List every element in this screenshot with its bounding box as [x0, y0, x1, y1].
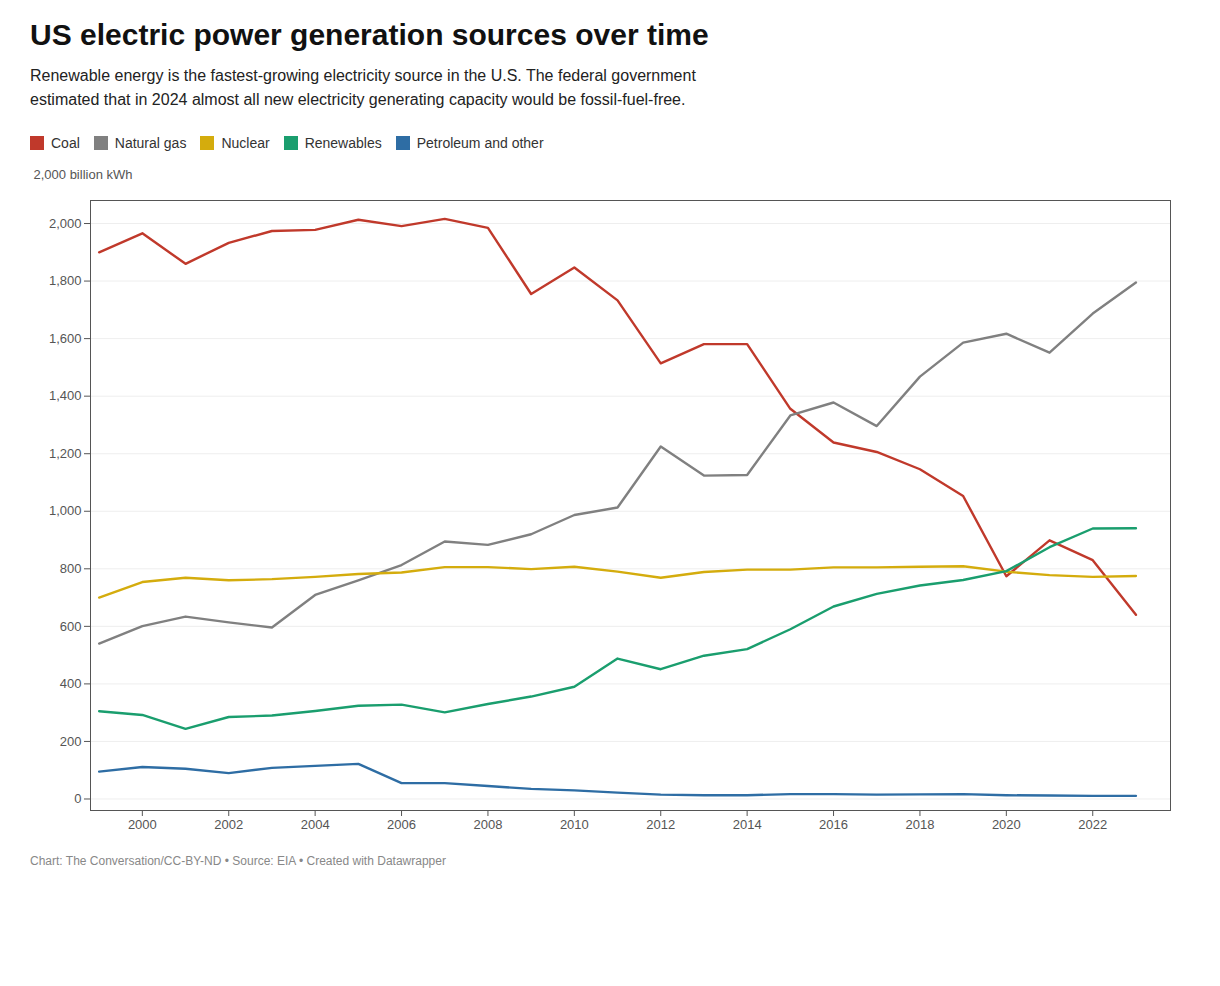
svg-text:200: 200 [60, 734, 82, 749]
html-text:Natural gas: Natural gas [114, 134, 187, 151]
svg-text:1,400: 1,400 [49, 388, 82, 403]
svg-text:600: 600 [60, 619, 82, 634]
svg-text:0: 0 [74, 791, 81, 806]
html-text:Petroleum and other: Petroleum and other [416, 134, 544, 151]
svg-text:2002: 2002 [214, 817, 243, 832]
svg-text:1,200: 1,200 [49, 446, 82, 461]
svg-text:1,600: 1,600 [49, 331, 82, 346]
svg-text:2008: 2008 [473, 817, 502, 832]
svg-text:400: 400 [60, 676, 82, 691]
svg-text:2,000 billion kWh: 2,000 billion kWh [34, 167, 133, 182]
html-text:US electric power generation s: US electric power generation sources ove… [30, 18, 709, 51]
svg-text:1,800: 1,800 [49, 273, 82, 288]
html-text:Renewable energy is the fastes: Renewable energy is the fastest-growing … [30, 67, 696, 108]
svg-text:2010: 2010 [560, 817, 589, 832]
svg-text:2,000: 2,000 [49, 216, 82, 231]
svg-text:2000: 2000 [128, 817, 157, 832]
svg-text:2014: 2014 [733, 817, 762, 832]
svg-text:2016: 2016 [819, 817, 848, 832]
html-text:Nuclear: Nuclear [221, 134, 270, 151]
svg-text:2006: 2006 [387, 817, 416, 832]
svg-text:2018: 2018 [905, 817, 934, 832]
html-text:Coal: Coal [51, 134, 80, 151]
svg-text:2020: 2020 [992, 817, 1021, 832]
svg-text:1,000: 1,000 [49, 503, 82, 518]
svg-text:2004: 2004 [301, 817, 330, 832]
html-text:Chart: The Conversation/CC-BY-: Chart: The Conversation/CC-BY-ND • Sourc… [30, 854, 446, 868]
svg-text:2022: 2022 [1078, 817, 1107, 832]
svg-text:800: 800 [60, 561, 82, 576]
html-text:Renewables: Renewables [304, 134, 382, 151]
svg-text:2012: 2012 [646, 817, 675, 832]
